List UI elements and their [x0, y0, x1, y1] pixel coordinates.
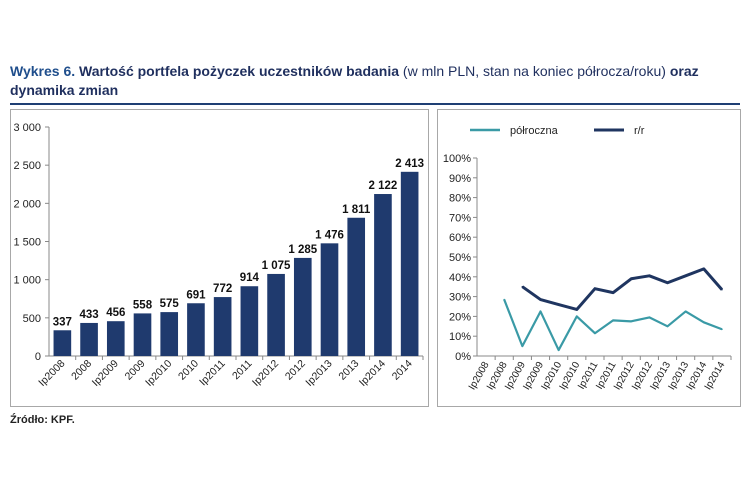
bar-value-label: 1 075 — [262, 260, 291, 272]
data-point — [521, 285, 524, 288]
bar — [400, 171, 419, 356]
bar-value-label: 337 — [53, 316, 72, 328]
line-chart: półroczna r/r 0% 10% 20% 30% 40% 50% 60% 70% 80% 90… — [443, 125, 732, 392]
data-point — [539, 298, 542, 301]
bar-value-label: 575 — [160, 298, 180, 310]
x-tick-label: Ip2010 — [143, 358, 174, 389]
data-point — [612, 291, 614, 294]
data-point — [521, 345, 524, 347]
y-tick-label: 80% — [449, 193, 471, 205]
y-tick-label: 40% — [449, 272, 471, 284]
y-tick-label: 3 000 — [13, 122, 41, 134]
series-line — [503, 299, 723, 352]
data-point — [666, 325, 669, 328]
bar — [347, 217, 366, 356]
data-point — [594, 332, 596, 335]
y-tick-label: 0% — [455, 351, 471, 363]
bar-value-label: 433 — [79, 309, 98, 321]
y-tick-label: 30% — [449, 292, 471, 304]
data-point — [666, 281, 669, 284]
bar — [106, 321, 125, 356]
y-tick-label: 70% — [449, 212, 471, 224]
bar-value-label: 914 — [240, 272, 260, 284]
y-tick-label: 20% — [449, 311, 471, 323]
bar-value-label: 691 — [186, 289, 206, 301]
y-tick-label: 100% — [443, 153, 471, 165]
bar — [133, 313, 152, 356]
x-tick-label: Ip2012 — [250, 358, 281, 389]
bar — [53, 330, 72, 356]
line-chart-panel: półroczna r/r 0% 10% 20% 30% 40% 50% 60% 70% 80% 90… — [437, 109, 741, 407]
legend-label: półroczna — [510, 125, 559, 137]
data-point — [702, 268, 705, 270]
data-point — [648, 275, 651, 277]
bar-value-label: 1 811 — [342, 204, 371, 216]
figure-title-tail: oraz dynamika zmian — [10, 63, 699, 98]
y-tick-label: 1 500 — [13, 237, 41, 249]
figure-title-unit: (w mln PLN, stan na koniec półrocza/roku… — [402, 63, 666, 79]
bar-value-label: 2 413 — [395, 158, 424, 170]
data-point — [630, 277, 633, 280]
bar — [187, 303, 205, 356]
data-point — [684, 275, 687, 277]
figure-label: Wykres 6. — [10, 63, 76, 79]
bar — [320, 243, 339, 356]
data-point — [721, 288, 723, 291]
bar-value-label: 456 — [106, 307, 125, 319]
bar-chart-panel: 0 500 1 000 1 500 2 000 2 500 3 000 337 Ip2008 43… — [10, 109, 429, 407]
y-tick-label: 1 000 — [13, 275, 41, 287]
y-tick-label: 10% — [449, 331, 471, 343]
source-note: Źródło: KPF. — [10, 414, 75, 426]
y-tick-label: 0 — [35, 351, 41, 363]
y-tick-label: 2 500 — [13, 160, 41, 172]
bar-value-label: 1 285 — [288, 244, 317, 256]
y-tick-label: 2 000 — [13, 198, 41, 210]
chart-title: Wykres 6. Wartość portfela pożyczek ucze… — [10, 62, 738, 100]
figure-title-main: Wartość portfela pożyczek uczestników ba… — [79, 63, 400, 79]
data-point — [575, 308, 578, 311]
data-point — [503, 298, 506, 301]
y-tick-label: 500 — [23, 313, 41, 325]
data-point — [539, 310, 542, 313]
data-point — [630, 320, 633, 323]
data-point — [648, 316, 651, 319]
bar — [160, 312, 179, 356]
bar-value-label: 2 122 — [369, 180, 398, 192]
data-point — [575, 315, 578, 318]
title-divider — [10, 103, 740, 105]
x-tick-label: Ip2014 — [357, 358, 388, 389]
y-tick-label: 60% — [449, 232, 471, 244]
legend-label: r/r — [634, 125, 645, 137]
series-line — [521, 267, 724, 311]
y-tick-label: 50% — [449, 252, 471, 264]
bar — [374, 194, 392, 356]
bar — [293, 257, 312, 356]
bar-value-label: 1 476 — [315, 229, 344, 241]
data-point — [721, 328, 723, 331]
data-point — [557, 303, 560, 306]
bar — [80, 322, 98, 356]
bar-value-label: 558 — [133, 299, 153, 311]
bar — [213, 297, 232, 356]
data-point — [612, 319, 614, 322]
data-point — [702, 321, 705, 324]
bar — [267, 273, 285, 356]
bar-value-label: 772 — [213, 283, 232, 295]
bar — [240, 286, 259, 356]
x-tick-label: Ip2009 — [90, 358, 121, 389]
data-point — [594, 287, 596, 290]
x-tick-label: Ip2011 — [197, 358, 228, 389]
data-point — [557, 349, 560, 351]
data-point — [684, 310, 687, 313]
x-tick-label: Ip2013 — [303, 358, 334, 389]
x-tick-label: 2014 — [390, 358, 415, 383]
y-tick-label: 90% — [449, 173, 471, 185]
